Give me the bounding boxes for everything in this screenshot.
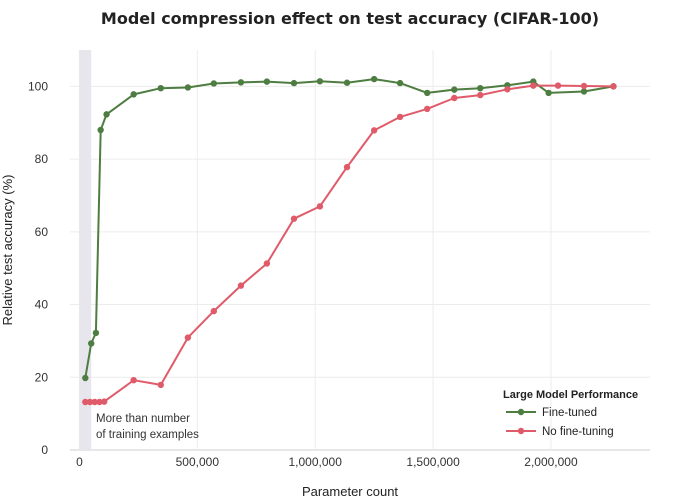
x-axis-ticks: 0 500,000 1,000,000 1,500,000 2,000,000 — [76, 455, 578, 469]
series-lines — [82, 75, 617, 406]
data-point-fine-tuned — [343, 79, 351, 86]
data-point-fine-tuned — [545, 89, 552, 97]
data-point-no-fine-tuning — [237, 282, 245, 289]
data-point-no-fine-tuning — [184, 334, 192, 341]
x-tick-label: 2,000,000 — [524, 455, 578, 469]
data-point-fine-tuned — [580, 88, 588, 95]
data-point-no-fine-tuning — [290, 215, 298, 222]
shaded-region — [79, 50, 92, 450]
data-point-fine-tuned — [451, 86, 458, 93]
data-point-no-fine-tuning — [370, 127, 378, 134]
y-axis-label: Relative test accuracy (%) — [0, 175, 15, 326]
training-examples-region — [79, 50, 92, 450]
data-point-fine-tuned — [263, 78, 271, 85]
data-point-fine-tuned — [370, 75, 378, 83]
gridlines — [70, 50, 650, 451]
x-axis-label: Parameter count — [302, 484, 398, 499]
y-tick-label: 20 — [35, 370, 49, 384]
data-point-no-fine-tuning — [82, 398, 89, 406]
legend-title: Large Model Performance — [503, 389, 638, 401]
annotation-line-1: More than number — [96, 413, 190, 425]
data-point-fine-tuned — [130, 91, 137, 98]
data-point-no-fine-tuning — [504, 86, 511, 93]
x-tick-label: 0 — [76, 455, 83, 469]
x-tick-label: 1,000,000 — [289, 455, 343, 469]
series-line-no-fine-tuning — [85, 84, 614, 403]
series-line-fine-tuned — [84, 78, 614, 379]
data-point-no-fine-tuning — [86, 398, 94, 406]
data-point-no-fine-tuning — [263, 260, 271, 267]
chart-title: Model compression effect on test accurac… — [101, 9, 599, 28]
legend-marker-no-fine-tuning — [517, 427, 525, 435]
y-tick-label: 100 — [28, 79, 48, 93]
data-point-no-fine-tuning — [210, 307, 218, 315]
legend-marker-fine-tuned — [517, 408, 525, 416]
annotation-line-2: of training examples — [96, 429, 199, 441]
data-point-no-fine-tuning — [91, 398, 98, 406]
data-point-no-fine-tuning — [610, 83, 617, 90]
data-point-fine-tuned — [97, 126, 104, 134]
data-point-no-fine-tuning — [157, 381, 164, 389]
legend-label-fine-tuned: Fine-tuned — [542, 407, 597, 419]
shaded-region-annotation: More than number of training examples — [96, 413, 199, 441]
data-point-no-fine-tuning — [580, 82, 588, 90]
y-tick-label: 0 — [41, 443, 48, 457]
x-tick-label: 500,000 — [176, 455, 220, 469]
data-point-no-fine-tuning — [316, 203, 324, 210]
data-point-no-fine-tuning — [396, 113, 404, 121]
data-point-fine-tuned — [88, 340, 95, 347]
data-point-fine-tuned — [92, 329, 100, 337]
x-tick-label: 1,500,000 — [406, 455, 460, 469]
data-point-no-fine-tuning — [477, 91, 484, 99]
data-point-fine-tuned — [103, 111, 110, 118]
data-point-fine-tuned — [82, 374, 89, 382]
data-point-no-fine-tuning — [554, 82, 562, 89]
data-point-fine-tuned — [290, 79, 298, 87]
y-tick-label: 60 — [35, 225, 49, 239]
data-point-fine-tuned — [184, 84, 192, 91]
y-axis-ticks: 0 20 40 60 80 100 — [28, 79, 48, 457]
data-point-fine-tuned — [210, 80, 218, 87]
data-point-fine-tuned — [396, 79, 404, 87]
legend-label-no-fine-tuning: No fine-tuning — [542, 426, 614, 438]
data-point-fine-tuned — [157, 84, 164, 92]
data-point-fine-tuned — [237, 79, 245, 86]
data-point-no-fine-tuning — [130, 376, 137, 384]
data-point-fine-tuned — [316, 78, 324, 85]
y-tick-label: 40 — [35, 298, 49, 312]
data-point-fine-tuned — [477, 84, 484, 92]
data-point-no-fine-tuning — [423, 105, 431, 113]
y-tick-label: 80 — [35, 152, 49, 166]
data-point-no-fine-tuning — [96, 398, 103, 406]
data-point-no-fine-tuning — [343, 163, 351, 171]
legend: Large Model Performance Fine-tuned No fin… — [503, 389, 638, 438]
data-point-no-fine-tuning — [530, 82, 537, 89]
data-point-no-fine-tuning — [451, 94, 458, 102]
data-point-no-fine-tuning — [100, 398, 108, 405]
data-point-fine-tuned — [423, 89, 431, 97]
